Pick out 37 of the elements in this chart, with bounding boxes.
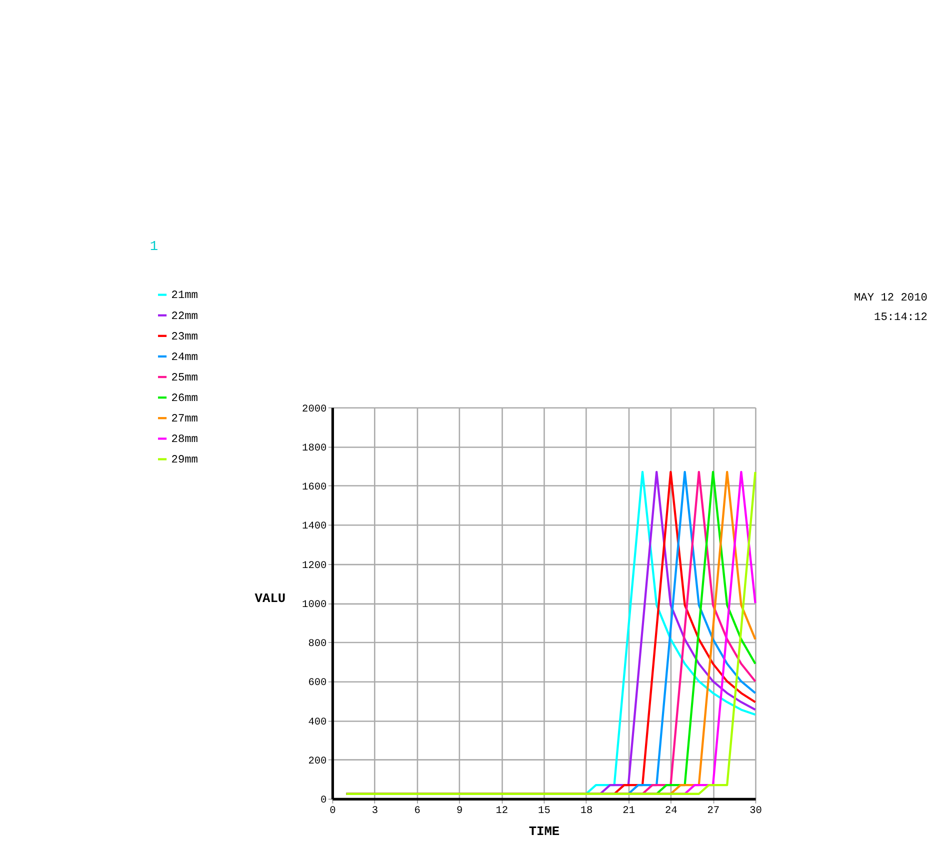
legend-label: 23mm — [171, 331, 198, 344]
text: 1 — [150, 240, 158, 255]
legend-label: 25mm — [171, 372, 198, 384]
y-tick-label: 1200 — [302, 560, 327, 572]
x-tick-label: 0 — [330, 804, 336, 817]
legend-label: 27mm — [171, 414, 198, 426]
legend-label: 21mm — [171, 290, 198, 302]
text: MAY 12 2010 — [854, 292, 928, 304]
x-tick-label: 12 — [496, 804, 508, 817]
y-tick-label: 2000 — [302, 403, 327, 416]
x-tick-label: 18 — [580, 804, 593, 817]
y-tick-label: 400 — [308, 716, 327, 728]
y-tick-label: 0 — [320, 794, 327, 807]
y-tick-label: 1800 — [302, 442, 327, 454]
y-tick-label: 800 — [308, 638, 327, 650]
x-axis-title: TIME — [528, 824, 560, 840]
legend-label: 28mm — [171, 434, 198, 446]
y-tick-label: 1400 — [302, 520, 327, 533]
y-tick-label: 200 — [308, 755, 327, 768]
y-tick-label: 1600 — [302, 482, 327, 494]
x-tick-label: 21 — [622, 804, 635, 817]
x-tick-label: 6 — [414, 804, 420, 817]
legend-label: 24mm — [171, 352, 198, 364]
legend-label: 22mm — [171, 310, 198, 323]
x-tick-label: 30 — [750, 804, 762, 817]
x-tick-label: 9 — [456, 804, 463, 817]
legend-label: 26mm — [171, 392, 198, 405]
x-tick-label: 15 — [538, 804, 550, 817]
line-series — [345, 470, 756, 795]
x-tick-label: 24 — [664, 804, 678, 817]
y-tick-label: 1000 — [302, 598, 327, 611]
legend-label: 29mm — [171, 454, 198, 467]
x-tick-label: 27 — [707, 804, 720, 817]
x-tick-label: 3 — [372, 804, 378, 817]
text: 15:14:12 — [874, 312, 928, 324]
y-axis-title: VALU — [254, 591, 286, 606]
y-tick-label: 600 — [308, 677, 327, 690]
